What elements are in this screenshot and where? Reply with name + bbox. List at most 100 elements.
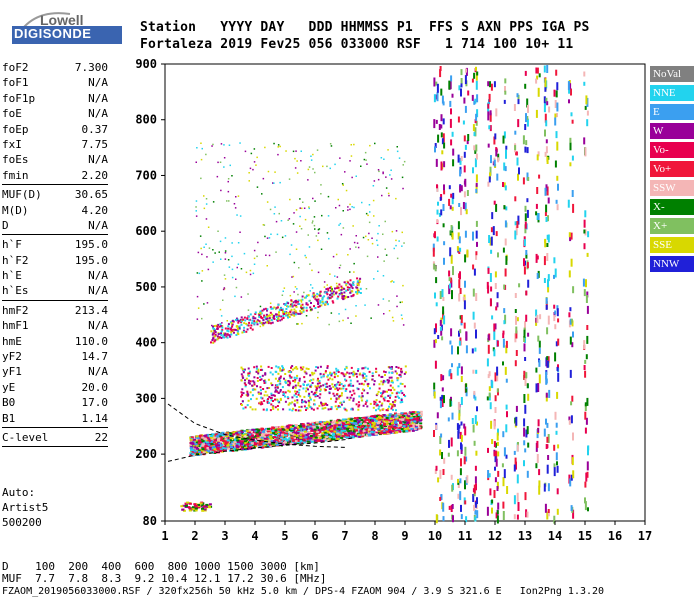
echo-point	[358, 291, 360, 294]
echo-point	[374, 420, 378, 423]
echo-point	[216, 325, 219, 328]
echo-point	[497, 451, 500, 457]
echo-point	[275, 365, 278, 368]
echo-point	[385, 428, 388, 431]
echo-point	[494, 477, 497, 483]
echo-point	[257, 368, 260, 371]
echo-point	[409, 417, 413, 420]
echo-point	[268, 237, 271, 239]
echo-point	[398, 416, 402, 419]
echo-point	[363, 376, 366, 379]
echo-point	[349, 271, 351, 273]
echo-point	[442, 223, 445, 228]
echo-point	[313, 437, 316, 440]
echo-point	[382, 414, 386, 416]
echo-point	[195, 450, 199, 453]
echo-point	[383, 260, 385, 262]
echo-point	[352, 435, 356, 438]
echo-point	[244, 150, 247, 153]
echo-point	[271, 427, 275, 430]
echo-point	[223, 449, 227, 452]
echo-point	[487, 103, 490, 109]
echo-point	[226, 444, 230, 447]
echo-point	[473, 72, 476, 79]
echo-point	[554, 113, 557, 118]
echo-point	[319, 365, 322, 368]
echo-point	[260, 401, 263, 404]
echo-point	[555, 422, 558, 428]
echo-point	[271, 384, 274, 387]
echo-point	[345, 428, 349, 431]
echo-point	[405, 421, 409, 424]
echo-point	[320, 401, 322, 404]
echo-point	[473, 504, 476, 511]
param-name: foEs	[2, 153, 29, 167]
echo-point	[201, 443, 205, 446]
echo-point	[343, 291, 346, 294]
echo-point	[475, 120, 478, 126]
echo-point	[586, 119, 589, 127]
echo-point	[272, 444, 276, 447]
echo-point	[276, 405, 279, 407]
echo-point	[335, 393, 338, 396]
echo-point	[382, 171, 384, 173]
echo-point	[310, 379, 313, 382]
echo-point	[257, 433, 261, 436]
echo-point	[244, 319, 247, 322]
echo-point	[554, 310, 557, 315]
echo-point	[345, 284, 348, 287]
echo-point	[270, 392, 273, 395]
echo-point	[271, 373, 274, 376]
echo-point	[457, 493, 460, 499]
echo-point	[395, 244, 397, 247]
echo-point	[285, 425, 289, 428]
echo-point	[487, 143, 490, 148]
echo-point	[223, 274, 226, 276]
echo-point	[389, 396, 391, 399]
echo-point	[283, 437, 287, 440]
echo-point	[389, 425, 393, 428]
echo-point	[333, 424, 337, 427]
echo-point	[295, 231, 298, 233]
echo-point	[311, 439, 315, 442]
echo-point	[517, 502, 520, 511]
echo-point	[316, 426, 320, 429]
echo-point	[261, 446, 265, 449]
echo-point	[267, 432, 271, 435]
echo-point	[571, 155, 574, 161]
echo-point	[228, 334, 231, 337]
echo-point	[342, 385, 345, 387]
echo-point	[375, 367, 378, 370]
echo-point	[315, 421, 319, 424]
echo-point	[243, 369, 245, 372]
echo-point	[198, 446, 201, 449]
echo-point	[275, 440, 279, 443]
echo-point	[364, 403, 367, 405]
echo-point	[546, 186, 549, 196]
echo-point	[401, 317, 403, 320]
echo-point	[189, 438, 193, 441]
param-name: yE	[2, 380, 16, 394]
echo-point	[568, 416, 571, 421]
echo-point	[346, 288, 349, 291]
echo-point	[299, 312, 302, 315]
echo-point	[275, 426, 279, 428]
echo-point	[207, 268, 210, 271]
echo-point	[260, 315, 262, 318]
echo-point	[359, 277, 362, 280]
echo-point	[265, 434, 269, 437]
echo-point	[290, 303, 293, 306]
param-value: 195.0	[74, 238, 108, 252]
param-value: 2.20	[81, 168, 109, 182]
echo-point	[526, 172, 529, 181]
echo-point	[342, 319, 344, 322]
echo-point	[330, 312, 333, 314]
echo-point	[313, 399, 316, 402]
echo-point	[400, 397, 403, 400]
echo-point	[210, 341, 212, 344]
echo-point	[491, 381, 494, 389]
echo-point	[400, 412, 404, 415]
echo-point	[251, 319, 254, 322]
echo-point	[268, 401, 271, 404]
echo-point	[402, 430, 406, 433]
